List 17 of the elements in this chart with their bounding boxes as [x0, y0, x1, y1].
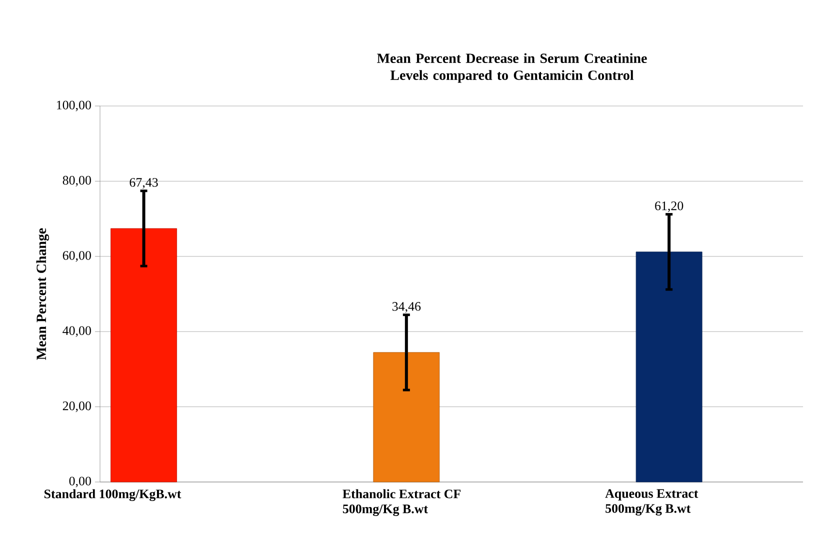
data-label: 61,20	[655, 201, 684, 212]
y-tick-label: 20,00	[62, 402, 91, 412]
data-label: 34,46	[392, 302, 421, 313]
x-tick-label: Standard 100mg/KgB.wt	[44, 489, 182, 502]
y-tick-label: 0,00	[69, 476, 91, 488]
y-axis-title: Mean Percent Change	[36, 228, 50, 360]
y-tick-label: 100,00	[57, 100, 91, 112]
x-tick-label: Ethanolic Extract CF 500mg/Kg B.wt	[342, 489, 461, 516]
bar	[373, 352, 440, 482]
x-tick-label: Aqueous Extract 500mg/Kg B.wt	[605, 489, 698, 516]
bar	[636, 252, 702, 482]
bar	[110, 228, 177, 482]
data-label: 67,43	[130, 178, 158, 189]
y-tick-label: 60,00	[62, 251, 91, 262]
y-tick-label: 80,00	[62, 176, 91, 187]
chart-title: Mean Percent Decrease in Serum Creatinine Levels compared to Gentamicin Control	[377, 53, 647, 83]
y-tick-label: 40,00	[62, 326, 91, 337]
